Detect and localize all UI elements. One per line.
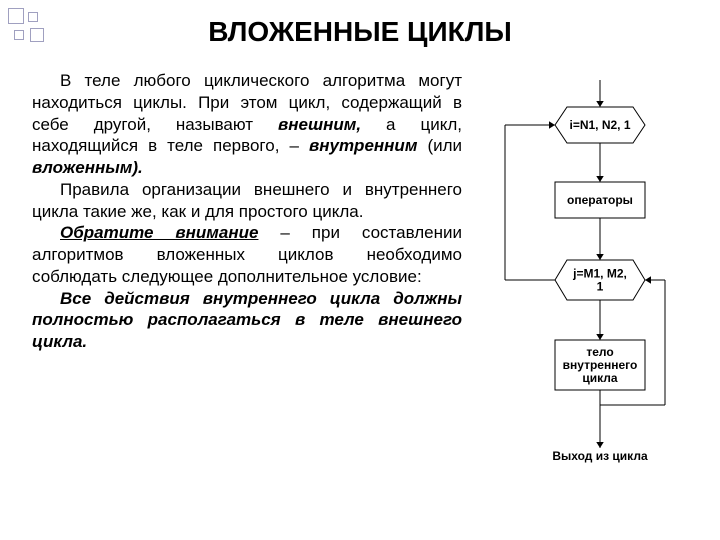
paragraph-3: Обратите внимание – при составлении алго…: [32, 222, 462, 287]
svg-text:j=M1, M2,: j=M1, M2,: [572, 267, 627, 281]
body-text: В теле любого циклического алгоритма мог…: [32, 70, 462, 353]
paragraph-1: В теле любого циклического алгоритма мог…: [32, 70, 462, 179]
paragraph-2: Правила организации внешнего и внутренне…: [32, 179, 462, 223]
svg-text:Выход из цикла: Выход из цикла: [552, 449, 648, 463]
svg-text:i=N1, N2, 1: i=N1, N2, 1: [569, 118, 630, 132]
p1-em: вложенным).: [32, 158, 143, 177]
page-title: ВЛОЖЕННЫЕ ЦИКЛЫ: [0, 16, 720, 48]
paragraph-4: Все действия внутреннего цикла должны по…: [32, 288, 462, 353]
p1-em: внешним,: [278, 115, 361, 134]
p1-text: (или: [427, 136, 462, 155]
svg-text:тело: тело: [586, 345, 613, 359]
svg-text:операторы: операторы: [567, 193, 633, 207]
p1-em: внутренним: [309, 136, 427, 155]
svg-text:цикла: цикла: [582, 371, 618, 385]
svg-text:внутреннего: внутреннего: [563, 358, 638, 372]
svg-text:1: 1: [597, 280, 604, 294]
flowchart-diagram: i=N1, N2, 1 операторы j=M1, M2,1 теловнутре…: [500, 70, 700, 490]
p3-em: Обратите внимание: [60, 223, 258, 242]
